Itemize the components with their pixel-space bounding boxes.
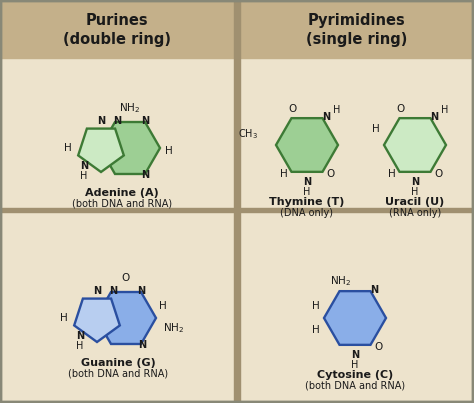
Text: NH$_2$: NH$_2$	[163, 322, 184, 335]
Text: (both DNA and RNA): (both DNA and RNA)	[68, 369, 168, 379]
Text: N: N	[351, 350, 359, 360]
Text: H: H	[411, 187, 419, 197]
Text: (both DNA and RNA): (both DNA and RNA)	[72, 199, 172, 209]
Text: N: N	[76, 331, 84, 341]
Bar	[234, 0, 240, 403]
Bar	[237, 0, 474, 58]
Text: H: H	[280, 169, 287, 179]
Text: Adenine (A): Adenine (A)	[85, 188, 159, 198]
Text: Thymine (T): Thymine (T)	[269, 197, 345, 207]
Text: N: N	[141, 170, 149, 180]
Text: O: O	[122, 273, 130, 283]
Polygon shape	[96, 292, 156, 344]
Text: H: H	[388, 169, 395, 179]
Text: H: H	[159, 301, 167, 311]
Text: H: H	[372, 125, 380, 135]
Text: O: O	[327, 169, 335, 179]
Text: O: O	[434, 169, 443, 179]
Text: NH$_2$: NH$_2$	[119, 101, 141, 115]
Text: N: N	[303, 177, 311, 187]
Text: Guanine (G): Guanine (G)	[81, 358, 155, 368]
Text: N: N	[371, 285, 379, 295]
Text: N: N	[109, 286, 117, 296]
Text: NH$_2$: NH$_2$	[330, 274, 351, 288]
Polygon shape	[384, 118, 446, 172]
Text: H: H	[75, 341, 83, 351]
Text: (both DNA and RNA): (both DNA and RNA)	[305, 381, 405, 391]
Text: (DNA only): (DNA only)	[281, 208, 334, 218]
Text: N: N	[141, 116, 149, 126]
Text: H: H	[312, 301, 320, 311]
Text: CH$_3$: CH$_3$	[238, 127, 258, 141]
Text: O: O	[374, 342, 383, 352]
Text: O: O	[396, 104, 405, 114]
Text: H: H	[64, 143, 72, 153]
Text: N: N	[80, 161, 88, 171]
Text: H: H	[80, 171, 87, 181]
Text: N: N	[411, 177, 419, 187]
Polygon shape	[276, 118, 338, 172]
Text: N: N	[97, 116, 105, 126]
Text: H: H	[441, 105, 448, 115]
Bar	[0, 0, 237, 58]
Text: N: N	[113, 116, 121, 126]
Text: N: N	[93, 286, 101, 296]
Polygon shape	[324, 291, 386, 345]
Text: H: H	[60, 313, 68, 323]
Text: H: H	[303, 187, 310, 197]
Text: H: H	[165, 146, 173, 156]
Text: H: H	[351, 360, 359, 370]
Text: O: O	[288, 104, 297, 114]
Text: H: H	[312, 325, 320, 335]
Polygon shape	[78, 129, 124, 172]
Text: Cytosine (C): Cytosine (C)	[317, 370, 393, 380]
Text: N: N	[138, 340, 146, 350]
Text: N: N	[137, 286, 145, 296]
Text: Uracil (U): Uracil (U)	[385, 197, 445, 207]
Bar	[0, 208, 474, 212]
Text: N: N	[322, 112, 330, 122]
Polygon shape	[100, 122, 160, 174]
Text: (RNA only): (RNA only)	[389, 208, 441, 218]
Text: H: H	[333, 105, 340, 115]
Text: N: N	[430, 112, 438, 122]
Text: Pyrimidines
(single ring): Pyrimidines (single ring)	[306, 12, 408, 48]
Polygon shape	[74, 299, 120, 342]
Text: Purines
(double ring): Purines (double ring)	[63, 12, 171, 48]
